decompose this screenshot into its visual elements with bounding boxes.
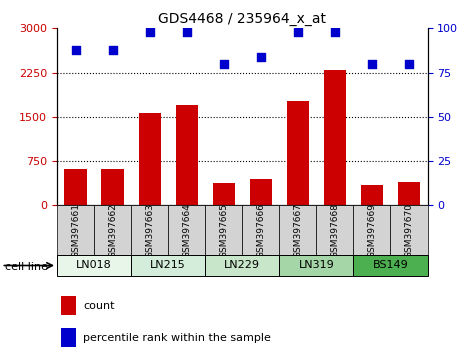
Text: GSM397665: GSM397665	[219, 202, 228, 258]
Text: GSM397663: GSM397663	[145, 202, 154, 258]
Point	[146, 29, 153, 35]
Text: count: count	[83, 301, 114, 311]
Text: LN229: LN229	[224, 261, 260, 270]
FancyBboxPatch shape	[94, 205, 131, 255]
Bar	[324, 70, 346, 205]
Text: GSM397661: GSM397661	[71, 202, 80, 258]
Text: GSM397670: GSM397670	[405, 202, 413, 258]
Point	[368, 61, 376, 67]
FancyBboxPatch shape	[353, 255, 428, 276]
Point	[220, 61, 228, 67]
Bar	[213, 183, 235, 205]
Bar	[361, 185, 383, 205]
Text: LN319: LN319	[298, 261, 334, 270]
FancyBboxPatch shape	[316, 205, 353, 255]
Bar	[139, 113, 161, 205]
Text: GSM397669: GSM397669	[368, 202, 376, 258]
Text: GSM397662: GSM397662	[108, 202, 117, 258]
FancyBboxPatch shape	[57, 255, 131, 276]
FancyBboxPatch shape	[353, 205, 390, 255]
Point	[183, 29, 190, 35]
Bar	[250, 179, 272, 205]
Bar	[176, 105, 198, 205]
Text: LN018: LN018	[76, 261, 112, 270]
Text: GSM397668: GSM397668	[331, 202, 339, 258]
FancyBboxPatch shape	[168, 205, 205, 255]
Point	[294, 29, 302, 35]
Text: GSM397664: GSM397664	[182, 202, 191, 258]
Point	[257, 54, 265, 59]
FancyBboxPatch shape	[131, 205, 168, 255]
Text: GSM397666: GSM397666	[256, 202, 265, 258]
Text: LN215: LN215	[150, 261, 186, 270]
Bar	[61, 296, 76, 315]
Text: cell line: cell line	[5, 262, 48, 272]
FancyBboxPatch shape	[242, 205, 279, 255]
Text: GSM397667: GSM397667	[294, 202, 302, 258]
Bar	[61, 328, 76, 347]
Bar	[65, 169, 86, 205]
FancyBboxPatch shape	[205, 205, 242, 255]
FancyBboxPatch shape	[57, 205, 94, 255]
Point	[109, 47, 116, 52]
FancyBboxPatch shape	[131, 255, 205, 276]
Point	[72, 47, 79, 52]
Bar	[398, 182, 420, 205]
Text: percentile rank within the sample: percentile rank within the sample	[83, 333, 271, 343]
Point	[331, 29, 339, 35]
FancyBboxPatch shape	[205, 255, 279, 276]
Point	[405, 61, 413, 67]
FancyBboxPatch shape	[279, 205, 316, 255]
Title: GDS4468 / 235964_x_at: GDS4468 / 235964_x_at	[158, 12, 326, 26]
Text: BS149: BS149	[372, 261, 408, 270]
Bar	[102, 169, 124, 205]
Bar	[287, 102, 309, 205]
FancyBboxPatch shape	[390, 205, 428, 255]
FancyBboxPatch shape	[279, 255, 353, 276]
